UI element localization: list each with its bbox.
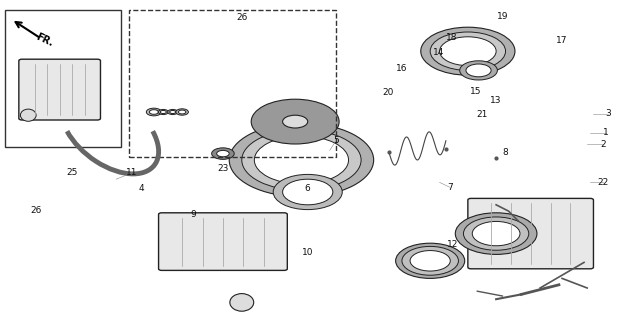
Circle shape (176, 109, 188, 115)
Circle shape (419, 255, 441, 267)
Text: 26: 26 (31, 206, 42, 215)
Text: 16: 16 (396, 64, 408, 73)
Circle shape (158, 109, 168, 115)
Text: FR.: FR. (35, 32, 55, 48)
Circle shape (472, 221, 520, 246)
Text: 7: 7 (447, 183, 453, 192)
Circle shape (466, 64, 491, 77)
Text: 8: 8 (502, 148, 509, 156)
Circle shape (146, 108, 161, 116)
Circle shape (178, 110, 186, 114)
FancyBboxPatch shape (468, 198, 593, 269)
Bar (129, 10, 336, 157)
Circle shape (229, 123, 374, 197)
Circle shape (283, 115, 308, 128)
Circle shape (440, 37, 496, 66)
Text: 4: 4 (139, 184, 144, 193)
Text: 15: 15 (470, 87, 482, 96)
Text: 20: 20 (382, 88, 394, 97)
Circle shape (273, 174, 342, 210)
Circle shape (242, 130, 361, 190)
Text: 1: 1 (603, 128, 609, 137)
Text: 9: 9 (190, 210, 197, 219)
Text: 3: 3 (605, 109, 611, 118)
Text: 26: 26 (236, 13, 247, 22)
Text: 25: 25 (67, 168, 78, 177)
Bar (5, 10, 121, 147)
Text: 18: 18 (447, 33, 458, 42)
Circle shape (149, 110, 158, 114)
Text: 19: 19 (497, 12, 508, 21)
Circle shape (217, 150, 229, 157)
Text: 13: 13 (490, 96, 502, 105)
Text: 2: 2 (600, 140, 605, 148)
Text: 22: 22 (597, 178, 609, 187)
Circle shape (254, 136, 349, 184)
Circle shape (160, 110, 166, 114)
Text: 14: 14 (433, 48, 444, 57)
Circle shape (463, 217, 529, 250)
Circle shape (410, 251, 450, 271)
Ellipse shape (230, 294, 254, 311)
Circle shape (460, 61, 497, 80)
Circle shape (452, 43, 484, 59)
Circle shape (396, 243, 465, 278)
Text: 12: 12 (447, 240, 458, 249)
Circle shape (482, 227, 510, 241)
Text: 17: 17 (556, 36, 568, 45)
Circle shape (421, 27, 515, 75)
Text: 23: 23 (217, 164, 229, 172)
Circle shape (170, 110, 176, 114)
FancyBboxPatch shape (158, 213, 287, 270)
FancyBboxPatch shape (19, 59, 100, 120)
Text: 6: 6 (305, 184, 311, 193)
Ellipse shape (20, 109, 36, 121)
Circle shape (251, 99, 339, 144)
Circle shape (212, 148, 234, 159)
Circle shape (402, 246, 458, 275)
Text: 10: 10 (302, 248, 313, 257)
Circle shape (276, 147, 327, 173)
Circle shape (168, 109, 178, 115)
Circle shape (430, 32, 506, 70)
Circle shape (455, 213, 537, 254)
Text: 21: 21 (477, 110, 488, 119)
Circle shape (283, 179, 333, 205)
Text: 5: 5 (333, 136, 339, 145)
Text: 11: 11 (126, 168, 138, 177)
